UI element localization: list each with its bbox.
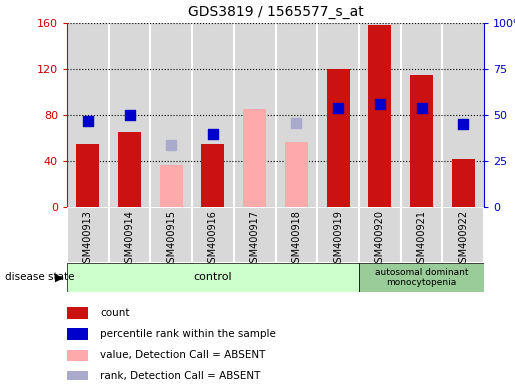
Text: GSM400915: GSM400915 (166, 210, 176, 269)
Bar (192, 23, 234, 207)
Bar (160, 165, 183, 207)
Text: autosomal dominant
monocytopenia: autosomal dominant monocytopenia (375, 268, 468, 287)
Bar (192, 207, 234, 263)
Bar (327, 69, 350, 207)
Bar (243, 109, 266, 207)
Text: disease state: disease state (5, 272, 75, 283)
Bar (276, 23, 317, 207)
Bar (76, 144, 99, 207)
Text: GSM400920: GSM400920 (375, 210, 385, 269)
Point (334, 105, 342, 111)
Bar (67, 307, 88, 319)
Bar (401, 207, 442, 263)
Bar (359, 263, 484, 292)
Bar (452, 159, 475, 207)
Text: GSM400921: GSM400921 (417, 210, 426, 269)
Bar (359, 23, 401, 207)
Text: GSM400916: GSM400916 (208, 210, 218, 269)
Bar (67, 371, 88, 382)
Point (167, 142, 175, 148)
Bar (401, 23, 442, 207)
Text: GSM400913: GSM400913 (83, 210, 93, 269)
Bar (442, 23, 484, 207)
Bar (442, 207, 484, 263)
Text: rank, Detection Call = ABSENT: rank, Detection Call = ABSENT (100, 371, 261, 381)
Bar (150, 207, 192, 263)
Point (417, 105, 425, 111)
Text: GSM400919: GSM400919 (333, 210, 343, 269)
Bar (67, 328, 88, 340)
Bar (359, 207, 401, 263)
Bar (67, 263, 359, 292)
Bar (67, 23, 109, 207)
Bar (234, 207, 276, 263)
Text: GSM400918: GSM400918 (291, 210, 301, 269)
Bar (67, 349, 88, 361)
Bar (201, 144, 225, 207)
Text: GSM400922: GSM400922 (458, 210, 468, 269)
Bar (109, 23, 150, 207)
Text: GSM400914: GSM400914 (125, 210, 134, 269)
Point (375, 101, 384, 107)
Bar (150, 23, 192, 207)
Bar (118, 132, 141, 207)
Bar (317, 23, 359, 207)
Bar (276, 207, 317, 263)
Text: GSM400917: GSM400917 (250, 210, 260, 269)
Text: percentile rank within the sample: percentile rank within the sample (100, 329, 276, 339)
Point (459, 121, 468, 127)
Bar (317, 207, 359, 263)
Text: ▶: ▶ (55, 272, 63, 283)
Text: count: count (100, 308, 130, 318)
Point (83, 118, 92, 124)
Text: value, Detection Call = ABSENT: value, Detection Call = ABSENT (100, 350, 266, 360)
Point (126, 112, 134, 118)
Point (293, 119, 301, 126)
Bar (109, 207, 150, 263)
Title: GDS3819 / 1565577_s_at: GDS3819 / 1565577_s_at (187, 5, 364, 19)
Bar (410, 75, 433, 207)
Bar (67, 207, 109, 263)
Point (209, 131, 217, 137)
Bar (234, 23, 276, 207)
Bar (285, 142, 308, 207)
Text: control: control (194, 272, 232, 283)
Bar (368, 25, 391, 207)
